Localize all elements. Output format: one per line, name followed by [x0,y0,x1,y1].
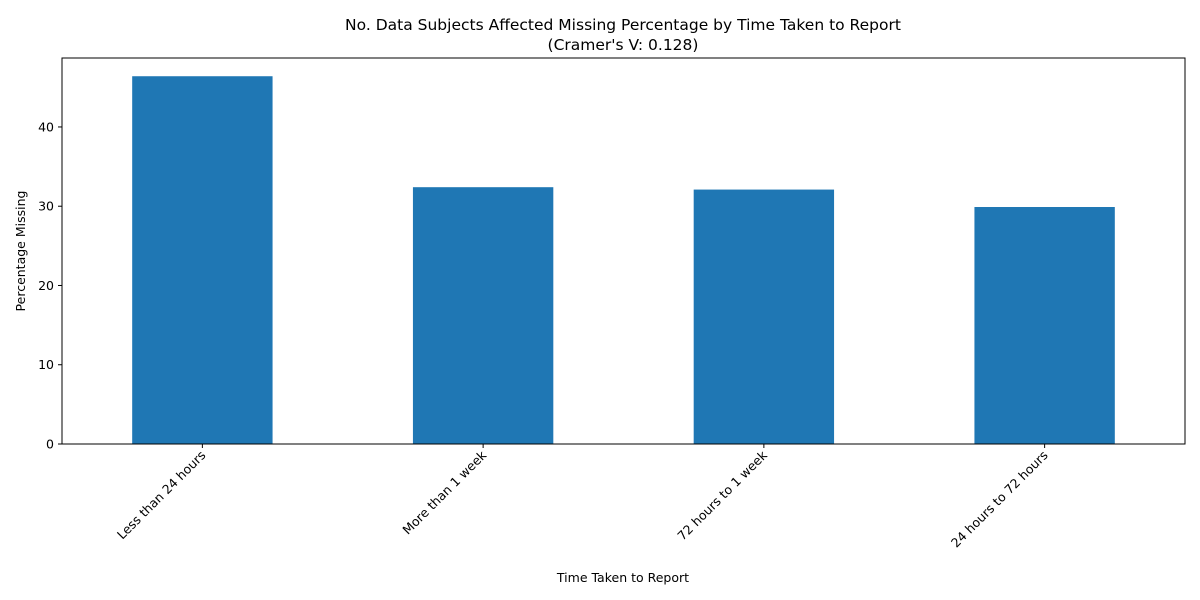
y-axis: 0 10 20 30 40 [38,119,62,452]
x-axis-label: Time Taken to Report [556,570,689,585]
bars-group [132,76,1115,444]
y-tick-label: 30 [38,199,54,214]
bar [693,189,835,444]
bar [974,207,1115,444]
y-tick-label: 40 [38,119,54,134]
x-tick-label: More than 1 week [399,447,489,537]
x-tick-label: 72 hours to 1 week [674,447,770,543]
x-tick-label: 24 hours to 72 hours [948,448,1051,551]
y-tick-label: 0 [46,437,54,452]
chart-title: No. Data Subjects Affected Missing Perce… [345,16,901,34]
y-tick-label: 20 [38,278,54,293]
x-tick-label: Less than 24 hours [114,448,209,543]
bar [412,187,554,444]
bar [132,76,273,444]
plot-frame [61,57,1186,445]
y-axis-label: Percentage Missing [13,191,28,312]
x-axis: Less than 24 hours More than 1 week 72 hou… [114,444,1051,550]
chart-subtitle: (Cramer's V: 0.128) [548,36,699,54]
y-tick-label: 10 [38,357,54,372]
